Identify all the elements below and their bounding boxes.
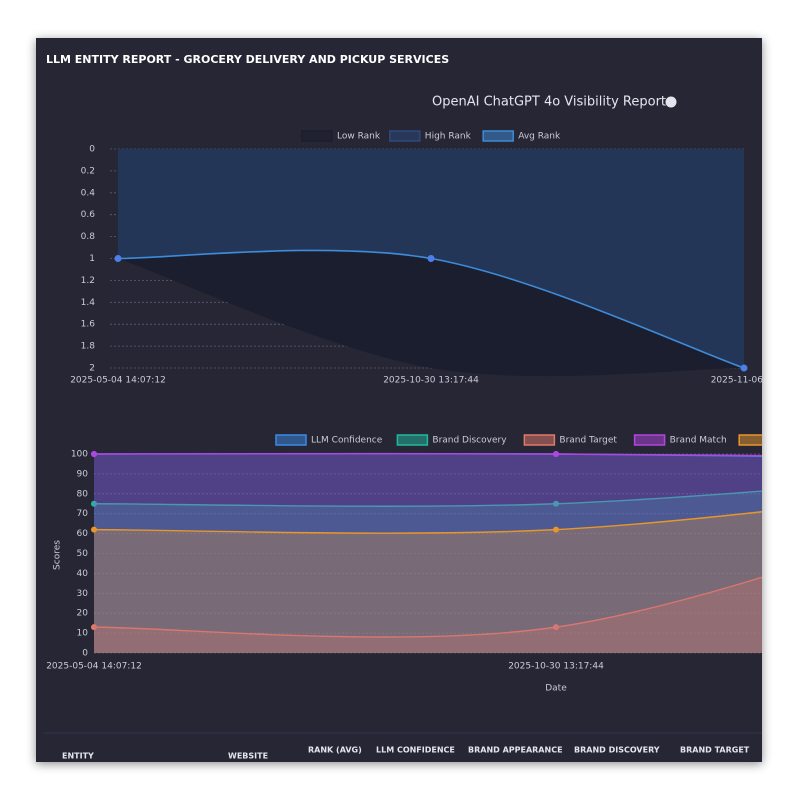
- legend-swatch: [482, 130, 514, 142]
- help-icon: [665, 96, 677, 108]
- y-tick-label: 90: [77, 469, 89, 479]
- y-tick-label: 2: [89, 364, 95, 374]
- x-tick-label: 2025-10-30 13:17:44: [383, 376, 479, 386]
- panel-content: LLM ENTITY REPORT - GROCERY DELIVERY AND…: [44, 53, 778, 761]
- table-header: WEBSITE: [228, 752, 268, 761]
- table-header: BRAND DISCOVERY: [574, 746, 660, 755]
- y-tick-label: 80: [77, 489, 89, 499]
- legend-swatch: [396, 434, 429, 446]
- legend-swatch: [275, 434, 307, 446]
- score-point: [91, 451, 97, 457]
- legend-label: Brand Discovery: [432, 436, 507, 446]
- y-tick-label: 1.6: [81, 320, 96, 330]
- score-area: [94, 453, 762, 653]
- y-tick-label: 1.8: [81, 342, 96, 352]
- legend-swatch: [633, 434, 666, 446]
- y-tick-label: 100: [71, 450, 88, 460]
- legend-swatch: [523, 434, 556, 446]
- score-point: [553, 624, 559, 631]
- chart-title: OpenAI ChatGPT 4o Visibility Report: [432, 95, 666, 110]
- legend-label: LLM Confidence: [311, 436, 383, 446]
- table-header: BRAND APPEARANCE: [468, 746, 563, 755]
- legend-swatch: [301, 130, 333, 142]
- score-point: [91, 624, 97, 631]
- y-tick-label: 0.8: [81, 232, 96, 242]
- legend-label: Brand Match: [670, 436, 727, 446]
- score-point: [91, 500, 97, 507]
- x-axis-label: Date: [545, 684, 567, 694]
- score-area: [94, 453, 762, 653]
- legend-label: Brand Target: [559, 436, 617, 446]
- y-axis-label: Scores: [53, 540, 63, 570]
- legend-swatch: [738, 434, 762, 446]
- y-tick-label: 30: [77, 589, 89, 599]
- score-point: [553, 526, 559, 533]
- y-tick-label: 1.2: [81, 276, 95, 286]
- x-tick-label: 2025-11-06 15: [711, 376, 778, 386]
- score-point: [91, 526, 97, 533]
- y-tick-label: 1: [89, 254, 95, 264]
- rank-point: [740, 364, 748, 372]
- y-tick-label: 70: [77, 509, 89, 519]
- legend-label: Avg Rank: [518, 132, 561, 142]
- table-header: ENTITY: [62, 752, 94, 761]
- plot: [114, 149, 748, 377]
- y-tick-label: 0.2: [81, 166, 95, 176]
- table-header: RANK (AVG): [308, 746, 362, 755]
- y-tick-label: 0: [89, 145, 95, 155]
- x-tick-label: 2025-05-04 14:07:12: [70, 376, 166, 386]
- score-point: [553, 451, 559, 457]
- y-tick-label: 20: [77, 609, 89, 619]
- legend-label: High Rank: [425, 132, 472, 142]
- y-tick-label: 10: [77, 629, 89, 639]
- y-tick-label: 1.4: [81, 298, 96, 308]
- y-tick-label: 0.4: [81, 188, 96, 198]
- y-tick-label: 50: [77, 549, 89, 559]
- x-tick-label: 2025-10-30 13:17:44: [508, 662, 604, 672]
- legend-swatch: [389, 130, 421, 142]
- plot: [91, 451, 762, 653]
- rank-point: [114, 255, 122, 262]
- score-area: [94, 511, 762, 653]
- y-tick-label: 60: [77, 529, 89, 539]
- y-tick-label: 40: [77, 569, 89, 579]
- panel: [36, 38, 762, 762]
- score-point: [553, 500, 559, 507]
- table-header: BRAND TARGET: [680, 746, 750, 755]
- report-title: LLM ENTITY REPORT - GROCERY DELIVERY AND…: [46, 53, 449, 66]
- y-tick-label: 0.6: [81, 210, 96, 220]
- y-tick-label: 0: [82, 649, 88, 659]
- x-tick-label: 2025-05-04 14:07:12: [46, 662, 142, 672]
- rank-point: [427, 255, 435, 262]
- legend-label: Low Rank: [337, 132, 381, 142]
- table-header: LLM CONFIDENCE: [376, 746, 455, 755]
- score-area: [94, 577, 762, 653]
